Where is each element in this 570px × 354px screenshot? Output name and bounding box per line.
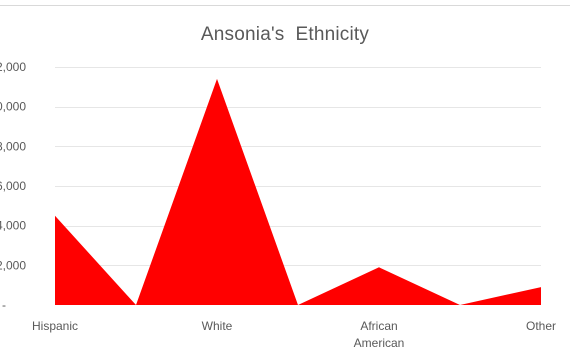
x-tick-label-4-0: African <box>360 319 397 333</box>
x-tick-label-0-0: Hispanic <box>32 319 78 333</box>
y-tick-label-8000: 8,000 <box>0 139 26 153</box>
x-tick-label-2-0: White <box>202 319 233 333</box>
y-tick-label-12000: 2,000 <box>0 60 26 74</box>
area-series <box>55 78 541 306</box>
y-tick-label-10000: 0,000 <box>0 100 26 114</box>
y-tick-label-6000: 6,000 <box>0 179 26 193</box>
y-tick-label-2000: 2,000 <box>0 258 26 272</box>
y-tick-label-4000: 4,000 <box>0 219 26 233</box>
top-divider <box>0 5 570 6</box>
x-tick-label-6-0: Other <box>526 319 556 333</box>
y-tick-label-0: - <box>2 298 6 312</box>
x-tick-label-4-1: American <box>354 336 405 350</box>
chart-title: Ansonia's Ethnicity <box>200 24 370 45</box>
